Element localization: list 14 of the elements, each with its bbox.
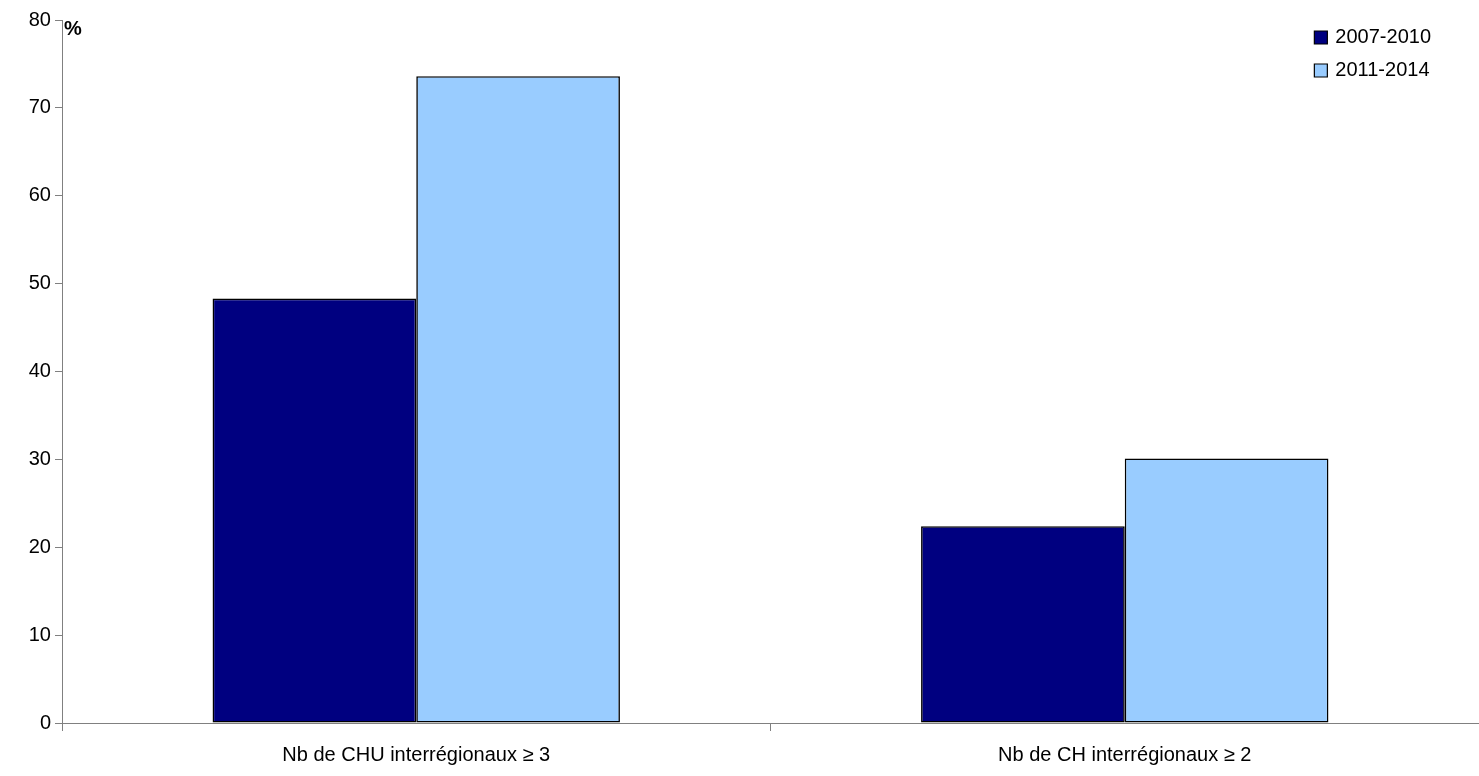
y-tick-label: 50 [28,271,51,294]
y-tick-label: 40 [28,359,51,382]
y-axis-title: % [64,16,82,39]
y-tick-label: 20 [28,534,51,557]
legend-label: 2011-2014 [1335,58,1430,81]
x-tick-label: Nb de CHU interrégionaux ≥ 3 [282,742,551,765]
x-tick-label: Nb de CH interrégionaux ≥ 2 [998,742,1252,765]
y-tick-label: 60 [28,183,51,206]
y-tick-label: 30 [28,446,51,469]
y-tick-label: 10 [28,622,51,645]
legend-label: 2007-2010 [1335,25,1432,48]
y-tick-label: 80 [28,7,51,30]
y-tick-label: 70 [28,95,51,118]
y-tick-label: 0 [39,710,51,733]
